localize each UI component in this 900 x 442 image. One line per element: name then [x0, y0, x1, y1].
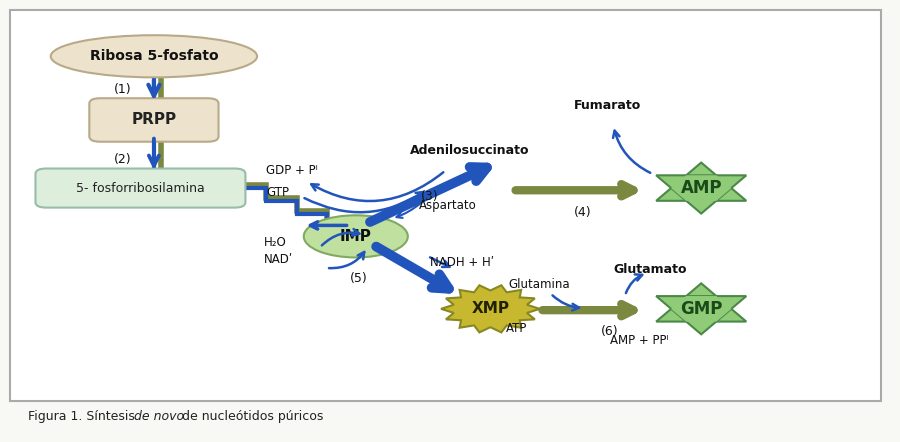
Polygon shape [656, 163, 746, 201]
Text: NADH + Hʹ: NADH + Hʹ [430, 256, 494, 269]
Polygon shape [656, 283, 746, 322]
Polygon shape [671, 175, 732, 201]
Polygon shape [656, 296, 746, 334]
Text: (3): (3) [421, 191, 439, 203]
Polygon shape [671, 296, 732, 322]
Text: de nucleótidos púricos: de nucleótidos púricos [178, 410, 323, 423]
Text: Fumarato: Fumarato [574, 99, 641, 112]
Text: (5): (5) [349, 271, 367, 285]
Text: Glutamato: Glutamato [613, 263, 687, 276]
Text: 5- fosforribosilamina: 5- fosforribosilamina [76, 182, 205, 194]
Text: (4): (4) [574, 206, 591, 219]
Text: XMP: XMP [472, 301, 509, 316]
Text: ATP: ATP [506, 322, 527, 335]
Text: NADʹ: NADʹ [264, 253, 292, 266]
Text: IMP: IMP [340, 229, 372, 244]
Text: (1): (1) [113, 83, 131, 96]
Polygon shape [441, 285, 540, 332]
Text: Figura 1. Síntesis: Figura 1. Síntesis [28, 410, 140, 423]
Text: GDP + Pᴵ: GDP + Pᴵ [266, 164, 318, 177]
Text: AMP: AMP [680, 179, 722, 197]
Text: AMP + PPᴵ: AMP + PPᴵ [609, 334, 669, 347]
Text: PRPP: PRPP [131, 112, 176, 127]
Text: Ribosa 5-fosfato: Ribosa 5-fosfato [90, 50, 218, 63]
Text: H₂O: H₂O [264, 236, 286, 248]
Text: Glutamina: Glutamina [508, 278, 570, 291]
Text: GMP: GMP [680, 300, 723, 318]
FancyBboxPatch shape [11, 10, 881, 401]
Text: de novo: de novo [134, 410, 184, 423]
Text: (2): (2) [113, 153, 131, 166]
Text: Aspartato: Aspartato [418, 199, 476, 212]
FancyBboxPatch shape [89, 98, 219, 142]
Text: Adenilosuccinato: Adenilosuccinato [410, 144, 529, 157]
Ellipse shape [304, 215, 408, 257]
Ellipse shape [50, 35, 257, 77]
Text: (6): (6) [600, 325, 618, 338]
FancyBboxPatch shape [35, 168, 246, 208]
Text: GTP: GTP [266, 186, 289, 199]
Polygon shape [656, 175, 746, 213]
